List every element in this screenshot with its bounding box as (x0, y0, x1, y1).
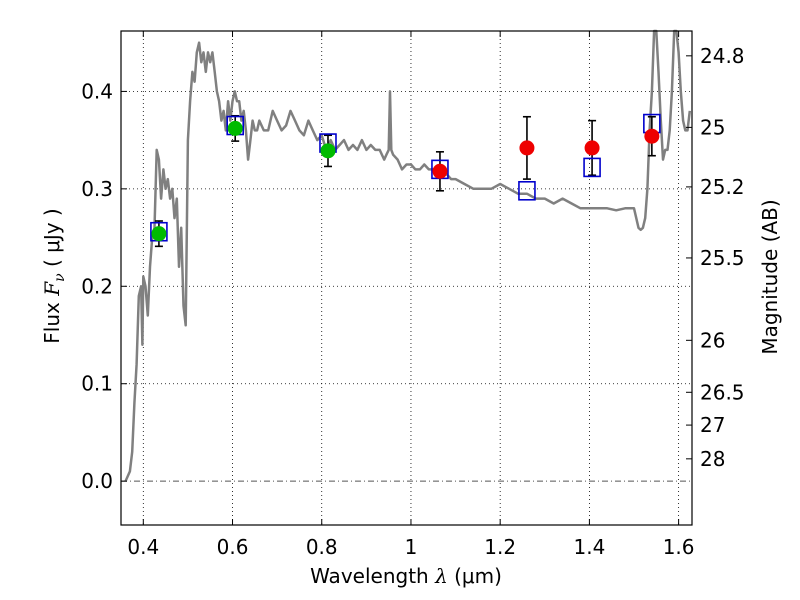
data-markers (150, 113, 661, 248)
y-tick-label: 0.2 (81, 274, 113, 298)
grid-lines (121, 31, 692, 525)
magnitude-tick-label: 25.5 (700, 246, 745, 270)
data-point (584, 140, 600, 156)
model-spectrum-line (124, 29, 692, 482)
x-tick-label: 0.4 (127, 535, 159, 559)
data-point (151, 226, 167, 242)
y-ticks: 0.0 0.1 0.2 0.3 0.4 (81, 79, 127, 493)
y-tick-label: 0.1 (81, 372, 113, 396)
x-tick-label: 1.6 (663, 535, 695, 559)
y-tick-label: 0.3 (81, 177, 113, 201)
magnitude-tick-label: 25 (700, 115, 725, 139)
magnitude-tick-label: 27 (700, 413, 725, 437)
x-tick-label: 1.2 (484, 535, 516, 559)
magnitude-ticks: 24.8 25 25.2 25.5 26 26.5 27 28 (686, 44, 745, 471)
y-tick-label: 0.0 (81, 469, 113, 493)
data-point (320, 143, 336, 159)
data-point (227, 120, 243, 136)
plot-frame (120, 30, 693, 526)
x-axis-label: Wavelength λ (μm) (310, 564, 502, 588)
magnitude-axis-label: Magnitude (AB) (758, 199, 782, 354)
x-tick-label: 1 (405, 535, 418, 559)
y-tick-label: 0.4 (81, 79, 113, 103)
magnitude-tick-label: 28 (700, 447, 725, 471)
magnitude-tick-label: 25.2 (700, 175, 745, 199)
magnitude-tick-label: 26.5 (700, 380, 745, 404)
model-flux-square (518, 180, 536, 201)
magnitude-tick-label: 26 (700, 328, 725, 352)
model-flux-square (583, 157, 601, 178)
x-tick-label: 0.6 (217, 535, 249, 559)
x-ticks: 0.4 0.6 0.8 1 1.2 1.4 1.6 (127, 31, 695, 559)
x-tick-label: 0.8 (306, 535, 338, 559)
data-point (644, 128, 660, 144)
x-tick-label: 1.4 (573, 535, 605, 559)
model-spectrum (124, 29, 692, 482)
data-point (519, 140, 535, 156)
y-axis-label: Flux Fν ( μJy ) (40, 208, 68, 343)
data-point (432, 163, 448, 179)
magnitude-tick-label: 24.8 (700, 44, 745, 68)
